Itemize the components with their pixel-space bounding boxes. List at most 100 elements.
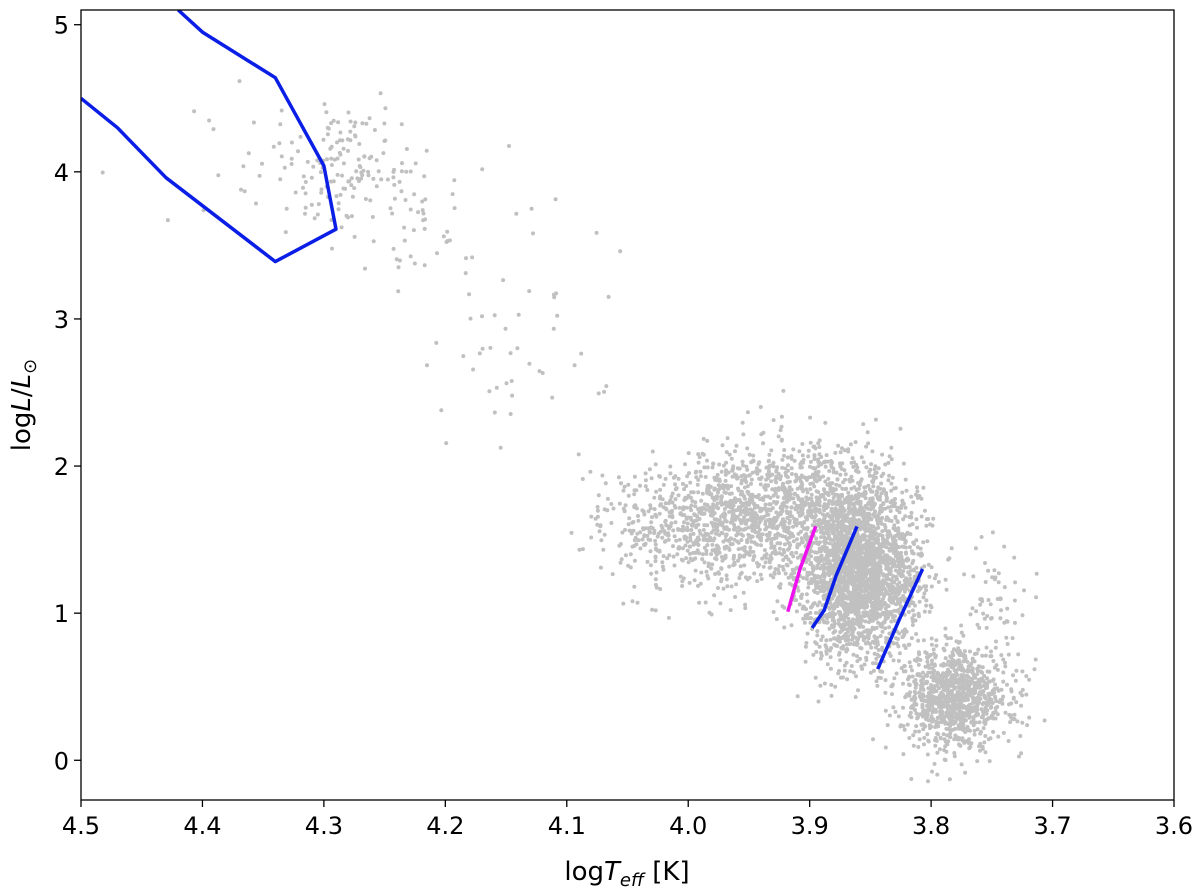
scatter-point xyxy=(864,570,869,575)
scatter-point xyxy=(923,664,928,669)
scatter-point xyxy=(714,550,719,555)
scatter-point xyxy=(620,530,625,535)
scatter-point xyxy=(924,651,929,656)
scatter-point xyxy=(793,507,798,512)
scatter-point xyxy=(925,539,930,544)
scatter-point xyxy=(867,534,872,539)
scatter-point xyxy=(922,508,927,513)
scatter-point xyxy=(963,729,968,734)
scatter-point xyxy=(785,563,790,568)
scatter-point xyxy=(822,565,827,570)
scatter-point xyxy=(739,546,744,551)
scatter-point xyxy=(789,472,794,476)
scatter-point xyxy=(909,705,914,710)
scatter-point xyxy=(801,520,806,525)
scatter-point xyxy=(899,574,904,579)
scatter-point xyxy=(1024,692,1029,697)
scatter-point xyxy=(758,509,763,514)
scatter-point xyxy=(878,517,883,522)
scatter-point xyxy=(758,497,763,502)
scatter-point xyxy=(850,552,855,557)
scatter-point xyxy=(825,586,830,591)
scatter-point xyxy=(957,726,962,731)
scatter-point xyxy=(695,548,700,553)
scatter-point xyxy=(766,469,771,474)
scatter-point xyxy=(948,636,953,641)
scatter-point xyxy=(746,525,751,530)
scatter-point xyxy=(873,661,878,666)
scatter-point xyxy=(741,463,745,468)
scatter-point xyxy=(799,596,804,600)
scatter-point xyxy=(708,484,713,489)
scatter-point xyxy=(836,671,841,676)
scatter-point xyxy=(799,465,804,470)
scatter-point xyxy=(874,475,878,480)
scatter-point xyxy=(913,729,918,734)
scatter-point xyxy=(763,506,767,511)
scatter-point xyxy=(856,470,861,474)
scatter-point xyxy=(797,503,802,508)
scatter-point xyxy=(744,480,749,484)
scatter-point xyxy=(817,517,822,522)
scatter-point xyxy=(995,667,1000,672)
scatter-point xyxy=(738,508,742,513)
scatter-point xyxy=(878,634,883,638)
scatter-point xyxy=(766,518,771,523)
scatter-point xyxy=(913,682,918,687)
scatter-point xyxy=(777,551,782,556)
scatter-point xyxy=(837,580,842,585)
scatter-point xyxy=(772,548,777,553)
scatter-point xyxy=(800,453,805,458)
scatter-point xyxy=(616,475,621,480)
scatter-point xyxy=(749,477,754,482)
scatter-point xyxy=(724,532,729,537)
scatter-point xyxy=(652,507,657,512)
scatter-point xyxy=(959,710,964,715)
scatter-point xyxy=(823,548,828,553)
scatter-point xyxy=(589,535,594,540)
scatter-point xyxy=(653,559,658,564)
scatter-point xyxy=(619,557,624,562)
scatter-point xyxy=(819,455,824,459)
scatter-point xyxy=(696,583,700,588)
scatter-point xyxy=(650,607,655,612)
scatter-point xyxy=(980,670,985,675)
scatter-point xyxy=(747,575,752,580)
scatter-point xyxy=(902,727,907,732)
scatter-point xyxy=(745,512,750,517)
scatter-point xyxy=(724,526,729,531)
scatter-point xyxy=(804,592,809,597)
scatter-point xyxy=(816,464,821,469)
scatter-point xyxy=(649,476,654,481)
scatter-point xyxy=(910,522,915,527)
scatter-point xyxy=(944,670,949,675)
scatter-point xyxy=(689,528,694,532)
scatter-point xyxy=(841,675,845,680)
scatter-point xyxy=(874,540,879,545)
scatter-point xyxy=(825,504,830,509)
scatter-point xyxy=(977,700,981,705)
scatter-point xyxy=(830,516,835,520)
scatter-point xyxy=(768,508,773,513)
scatter-point xyxy=(978,748,982,753)
scatter-point xyxy=(852,585,857,590)
scatter-point xyxy=(858,499,863,504)
scatter-point xyxy=(878,486,883,491)
scatter-point xyxy=(783,571,788,576)
scatter-point xyxy=(860,556,865,561)
scatter-point xyxy=(861,636,866,641)
scatter-point xyxy=(725,436,730,441)
scatter-point xyxy=(895,532,900,537)
scatter-point xyxy=(892,523,897,528)
scatter-point xyxy=(902,643,907,648)
scatter-point xyxy=(873,510,877,514)
scatter-point xyxy=(919,514,924,519)
scatter-point xyxy=(670,513,675,518)
scatter-point xyxy=(892,549,897,553)
scatter-point xyxy=(693,500,698,505)
scatter-point xyxy=(802,567,807,572)
scatter-point xyxy=(839,511,844,516)
scatter-point xyxy=(846,490,851,495)
scatter-point xyxy=(947,660,952,664)
scatter-point xyxy=(882,488,887,493)
